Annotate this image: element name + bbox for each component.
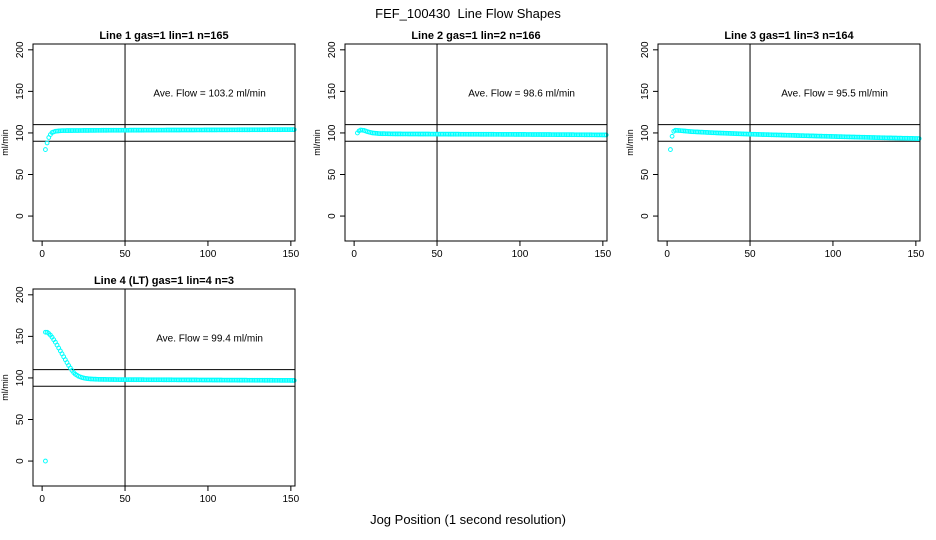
reference-lines [33, 44, 295, 241]
x-axis: 0 50 100 150 [351, 241, 612, 260]
x-tick-label: 150 [595, 249, 612, 260]
y-tick-label: 150 [327, 83, 338, 100]
x-tick-label: 100 [512, 249, 529, 260]
y-tick-label: 50 [327, 169, 338, 181]
y-axis: 0 50 100 150 200 [327, 41, 345, 219]
y-axis-label: ml/min [625, 129, 635, 156]
subplot-line-1: Line 1 gas=1 lin=1 n=165 0 50 100 150 0 50 100 1… [0, 27, 312, 277]
chart-2: Line 2 gas=1 lin=2 n=166 0 50 100 150 0 50 100 1… [312, 30, 612, 260]
chart-4: Line 4 (LT) gas=1 lin=4 n=3 0 50 100 150 0 50 1… [0, 275, 300, 505]
plot-box [32, 288, 296, 487]
chart-3: Line 3 gas=1 lin=3 n=164 0 50 100 150 0 50 100 1… [625, 30, 925, 260]
x-tick-label: 50 [119, 494, 131, 505]
subplot-line-2: Line 2 gas=1 lin=2 n=166 0 50 100 150 0 50 100 1… [312, 27, 624, 277]
x-axis: 0 50 100 150 [664, 241, 925, 260]
ave-flow-annotation: Ave. Flow = 99.4 ml/min [156, 334, 263, 345]
y-axis: 0 50 100 150 200 [15, 41, 33, 219]
data-points [668, 127, 922, 152]
x-tick-label: 50 [431, 249, 443, 260]
reference-lines [345, 44, 607, 241]
y-tick-label: 50 [15, 169, 26, 181]
y-tick-label: 0 [640, 213, 651, 219]
y-tick-label: 100 [327, 124, 338, 141]
main-title: FEF_100430 Line Flow Shapes [375, 6, 561, 21]
panel-title: Line 2 gas=1 lin=2 n=166 [411, 30, 540, 42]
y-axis-label: ml/min [312, 129, 322, 156]
ave-flow-annotation: Ave. Flow = 103.2 ml/min [153, 89, 265, 100]
panel-title: Line 1 gas=1 lin=1 n=165 [99, 30, 228, 42]
y-tick-label: 0 [15, 213, 26, 219]
panel-title: Line 4 (LT) gas=1 lin=4 n=3 [94, 275, 234, 287]
reference-lines [33, 289, 295, 486]
x-axis: 0 50 100 150 [39, 241, 300, 260]
x-tick-label: 100 [200, 249, 217, 260]
y-tick-label: 150 [15, 328, 26, 345]
data-points [43, 329, 297, 464]
y-tick-label: 50 [15, 414, 26, 426]
x-tick-label: 0 [664, 249, 670, 260]
plot-box [657, 43, 921, 242]
y-tick-label: 50 [640, 169, 651, 181]
y-tick-label: 200 [15, 286, 26, 303]
subplot-line-3: Line 3 gas=1 lin=3 n=164 0 50 100 150 0 50 100 1… [625, 27, 936, 277]
y-axis-label: ml/min [0, 129, 10, 156]
plot-box [32, 43, 296, 242]
y-tick-label: 200 [15, 41, 26, 58]
x-tick-label: 50 [744, 249, 756, 260]
x-tick-label: 0 [351, 249, 357, 260]
x-tick-label: 150 [283, 494, 300, 505]
ave-flow-annotation: Ave. Flow = 98.6 ml/min [468, 89, 575, 100]
y-axis: 0 50 100 150 200 [640, 41, 658, 219]
data-points [43, 127, 297, 152]
chart-1: Line 1 gas=1 lin=1 n=165 0 50 100 150 0 50 100 1… [0, 30, 300, 260]
reference-lines [658, 44, 920, 241]
y-tick-label: 200 [640, 41, 651, 58]
data-points [355, 127, 609, 138]
subplot-line-4: Line 4 (LT) gas=1 lin=4 n=3 0 50 100 150 0 50 1… [0, 272, 312, 522]
y-tick-label: 0 [15, 458, 26, 464]
panel-title: Line 3 gas=1 lin=3 n=164 [724, 30, 854, 42]
y-tick-label: 100 [15, 124, 26, 141]
x-tick-label: 100 [825, 249, 842, 260]
x-tick-label: 50 [119, 249, 131, 260]
y-tick-label: 100 [15, 369, 26, 386]
y-axis-label: ml/min [0, 374, 10, 401]
x-tick-label: 150 [908, 249, 925, 260]
y-tick-label: 150 [640, 83, 651, 100]
x-axis: 0 50 100 150 [39, 486, 300, 505]
x-tick-label: 150 [283, 249, 300, 260]
y-axis: 0 50 100 150 200 [15, 286, 33, 464]
ave-flow-annotation: Ave. Flow = 95.5 ml/min [781, 89, 888, 100]
plot-box [344, 43, 608, 242]
y-tick-label: 0 [327, 213, 338, 219]
x-axis-label: Jog Position (1 second resolution) [370, 512, 566, 527]
y-tick-label: 200 [327, 41, 338, 58]
x-tick-label: 100 [200, 494, 217, 505]
x-tick-label: 0 [39, 494, 45, 505]
y-tick-label: 150 [15, 83, 26, 100]
x-tick-label: 0 [39, 249, 45, 260]
y-tick-label: 100 [640, 124, 651, 141]
